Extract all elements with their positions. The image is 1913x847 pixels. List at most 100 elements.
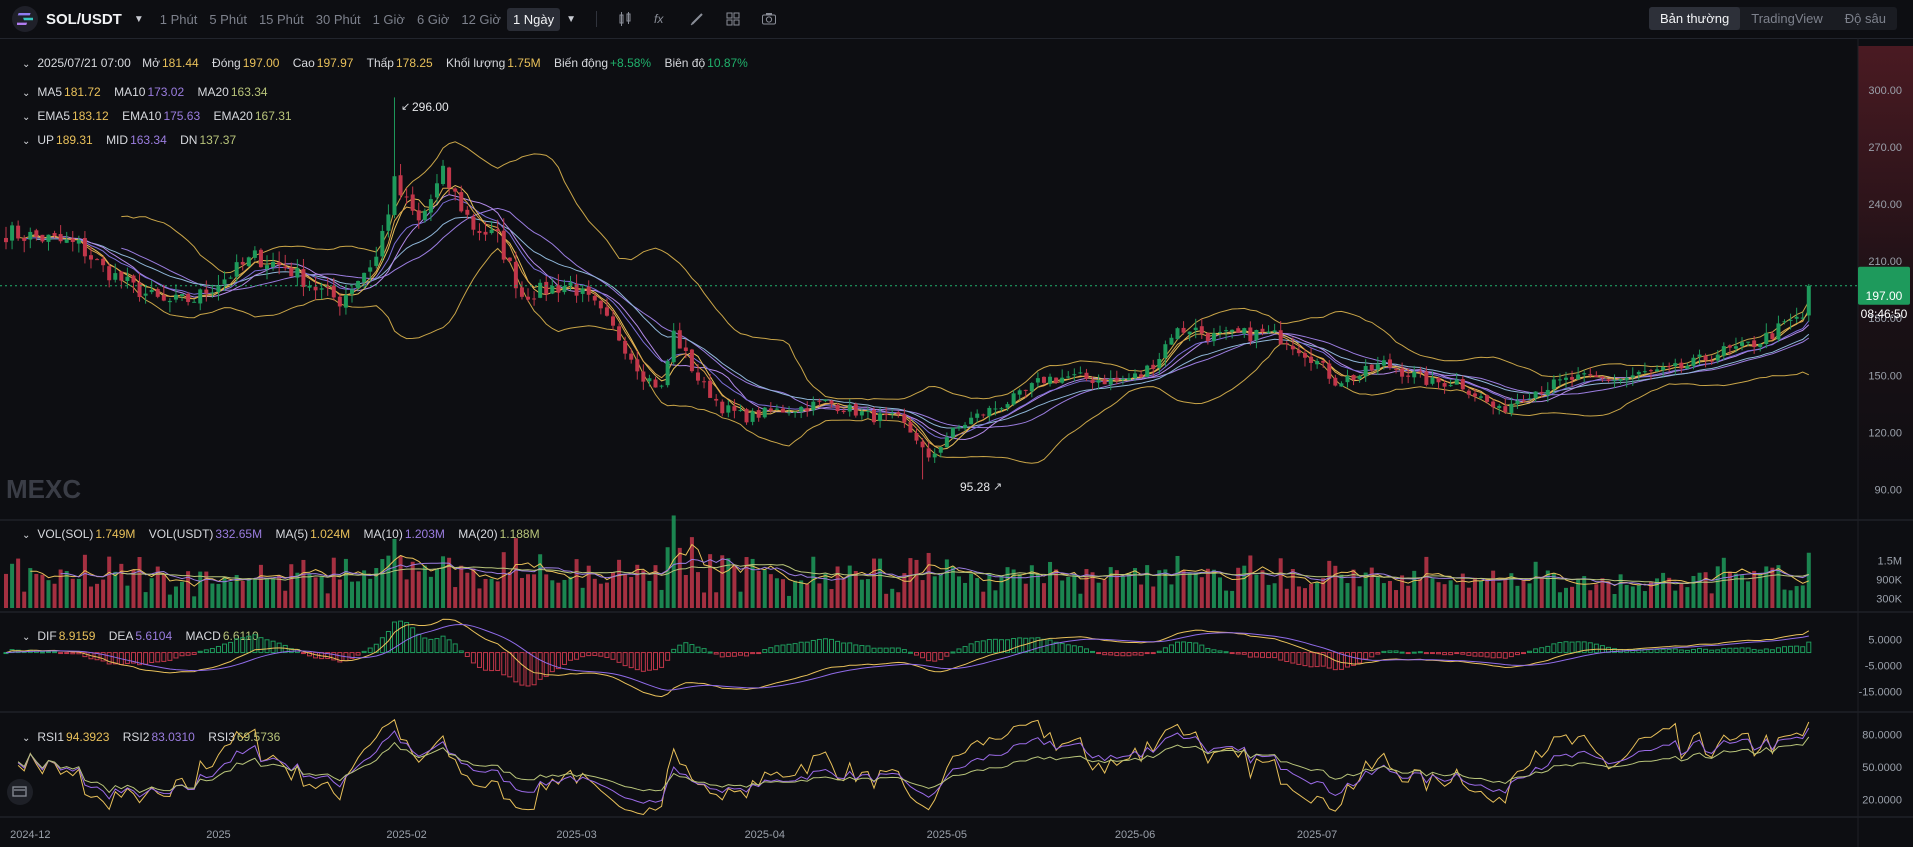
symbol-title[interactable]: SOL/USDT [46,10,122,28]
collapse-chevron-icon[interactable]: ⌄ [22,632,31,643]
timeframe-dropdown-icon[interactable]: ▼ [566,13,577,25]
volume-bar [1612,594,1617,608]
volume-bar [1782,589,1787,608]
tf-6h[interactable]: 6 Giờ [416,11,450,27]
volume-bar [1454,584,1459,608]
tf-1h[interactable]: 1 Giờ [372,11,405,27]
volume-bar [1752,570,1757,608]
candle-body [835,404,840,412]
candle-body [1078,372,1083,374]
view-standard[interactable]: Bản thường [1648,7,1741,30]
candle-body [914,433,919,441]
volume-bar [1539,576,1544,608]
close-value: 197.00 [242,56,280,70]
vol-sol-value: 1.749M [95,527,136,541]
volume-bar [325,593,330,608]
candle-body [853,403,858,416]
symbol-dropdown-icon[interactable]: ▼ [133,13,144,25]
candle-body [671,330,676,363]
candle-body [1181,327,1186,333]
tf-1m[interactable]: 1 Phút [159,11,198,27]
candle-body [143,293,148,296]
candles-icon[interactable] [615,9,635,29]
volume-bar [186,571,191,608]
volume-bar [70,578,75,608]
ema5-value: 183.12 [72,109,109,123]
candle-body [258,249,263,268]
draw-icon[interactable] [687,9,707,29]
macd-histogram-bar [1751,648,1757,654]
collapse-chevron-icon[interactable]: ⌄ [22,88,31,99]
ma5-line [30,184,1810,450]
volume-bar [331,557,336,608]
view-tradingview[interactable]: TradingView [1751,11,1823,26]
screenshot-tool-icon[interactable] [7,779,33,805]
vol-ma5-value: 1.024M [310,527,351,541]
macd-histogram-bar [1023,637,1029,654]
macd-histogram-bar [750,652,756,655]
collapse-chevron-icon[interactable]: ⌄ [22,112,31,123]
volume-bar [744,557,749,608]
tf-15m[interactable]: 15 Phút [258,11,304,27]
volume-bar [404,579,409,608]
volume-bar [1460,573,1465,608]
indicator-icon[interactable]: fx [651,9,671,29]
tf-5m[interactable]: 5 Phút [209,11,247,27]
volume-bar [1570,586,1575,608]
candle-body [295,268,300,278]
candle-body [362,272,367,283]
macd-label: MACD [185,629,221,643]
candle-body [1636,371,1641,375]
volume-bar [1084,569,1089,608]
volume-bar [1576,578,1581,608]
candle-body [265,265,270,270]
candle-body [1108,378,1113,385]
boll-dn-value: 137.37 [199,133,237,147]
vol-ma10-line [60,558,1810,586]
view-depth[interactable]: Độ sâu [1844,11,1886,26]
collapse-chevron-icon[interactable]: ⌄ [22,733,31,744]
macd-histogram-bar [410,627,416,654]
candle-body [1400,368,1405,377]
volume-bar [629,577,634,608]
volume-bar [1491,570,1496,608]
volume-bar [307,573,312,608]
tf-12h[interactable]: 12 Giờ [461,11,501,27]
candle-body [702,381,707,383]
volume-bar [1339,574,1344,608]
volume-bar [611,572,615,608]
collapse-chevron-icon[interactable]: ⌄ [22,530,31,541]
volume-bar [1363,572,1368,608]
vol-sol-label: VOL(SOL) [37,527,94,541]
candle-body [1126,378,1131,381]
candle-body [1733,346,1738,349]
volume-bar [1023,583,1028,608]
macd-histogram-bar [1253,652,1259,658]
candle-body [1351,374,1356,380]
candle-body [1776,323,1781,340]
candle-body [744,409,749,423]
candle-body [665,361,670,386]
candle-body [950,427,955,438]
kline-chart[interactable]: MEXC 300.00 270.00 240.00 210.00 180.00 150.0… [0,38,1913,847]
layout-icon[interactable] [723,9,743,29]
volume-bar [422,565,427,608]
volume-bar [167,594,172,608]
volume-bar [161,573,166,608]
camera-icon[interactable] [759,9,779,29]
candle-body [398,175,403,196]
macd-histogram-bar [1472,652,1478,657]
tf-1d[interactable]: 1 Ngày [506,7,561,31]
amplitude-label: Biên độ [664,56,706,70]
tf-30m[interactable]: 30 Phút [315,11,361,27]
volume-bar [768,574,773,608]
volume-bar [1685,587,1690,608]
macd-histogram-bar [1114,652,1120,657]
volume-bar [653,565,658,608]
macd-histogram-bar [574,652,580,660]
change-label: Biến động [554,56,609,70]
collapse-chevron-icon[interactable]: ⌄ [22,59,31,70]
ema5-line [18,187,1810,447]
high-marker-label: 296.00 [412,100,449,114]
collapse-chevron-icon[interactable]: ⌄ [22,136,31,147]
